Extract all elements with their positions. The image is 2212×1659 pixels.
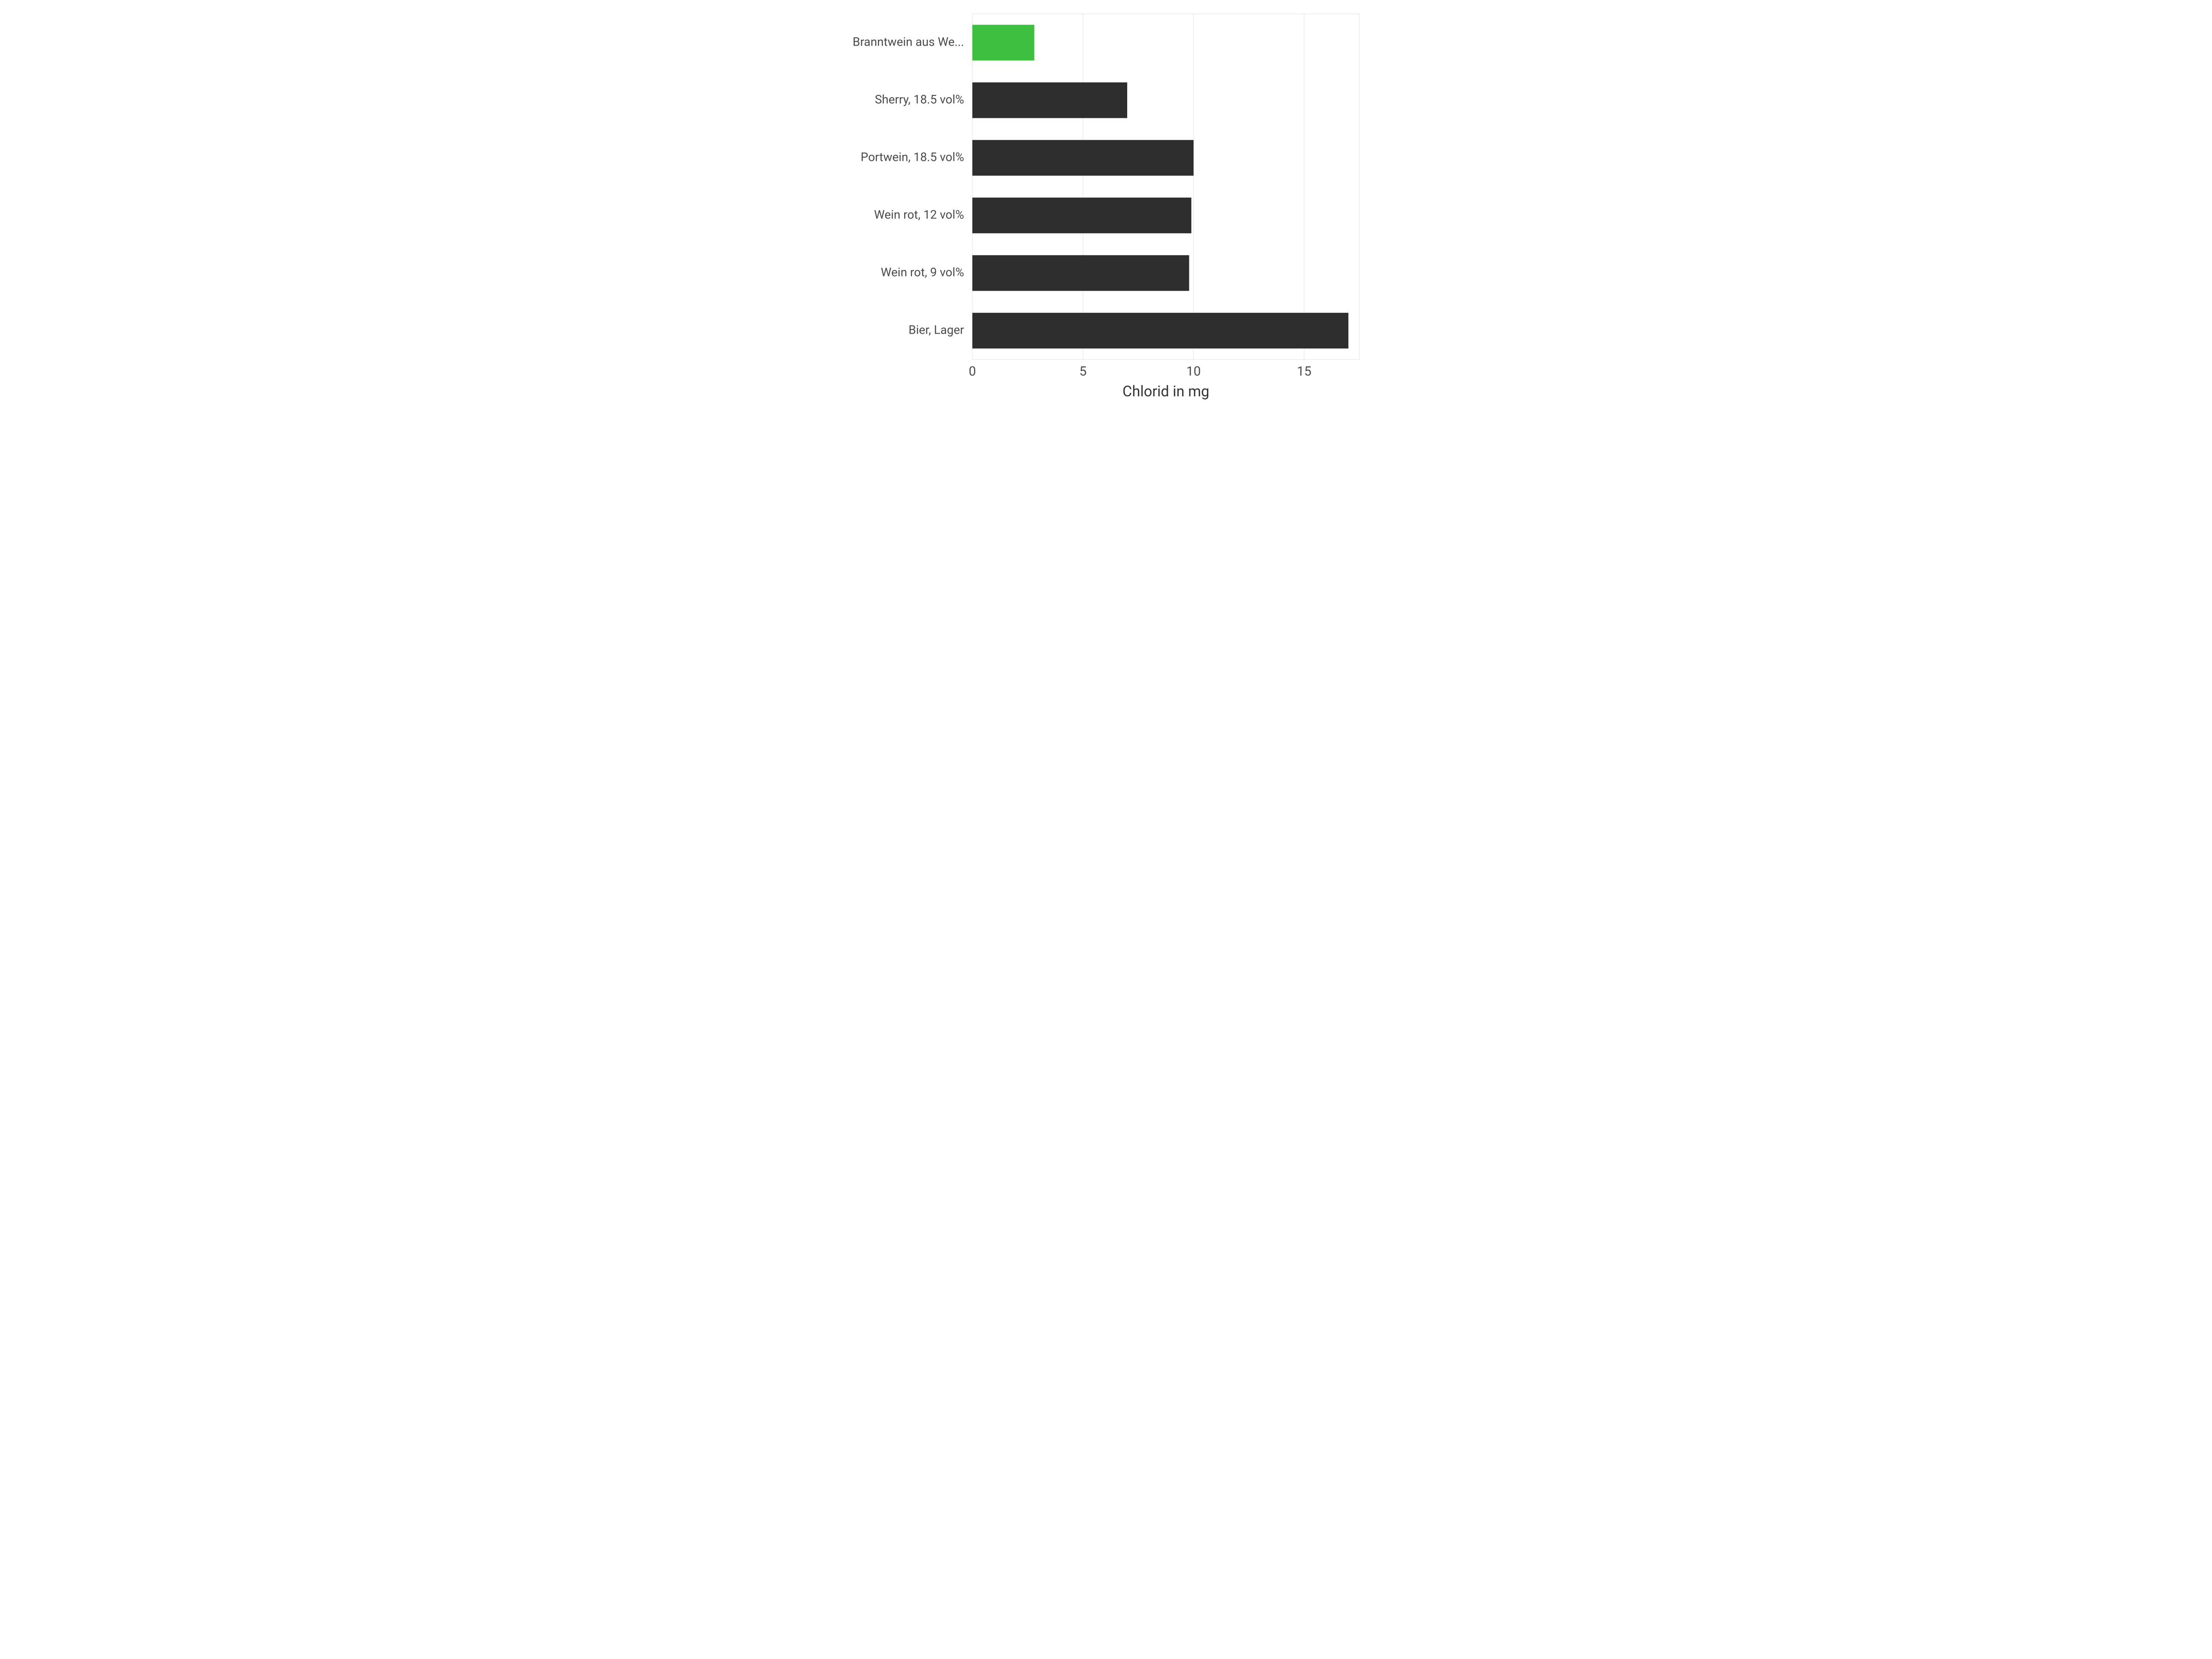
x-tick-label: 5 — [1079, 364, 1087, 379]
chlorid-bar-chart: 0 5 10 15 Branntwein aus We... Sherry, 18.5 v… — [830, 0, 1382, 415]
bar — [972, 198, 1191, 234]
x-tick-label: 15 — [1297, 364, 1311, 379]
bar — [972, 313, 1348, 349]
y-category-label: Portwein, 18.5 vol% — [861, 150, 964, 164]
gridlines — [972, 14, 1359, 359]
x-axis-title: Chlorid in mg — [1123, 382, 1210, 400]
y-category-label: Branntwein aus We... — [853, 35, 964, 49]
chart-svg: 0 5 10 15 Branntwein aus We... Sherry, 18.5 v… — [830, 0, 1382, 415]
bar — [972, 140, 1194, 176]
y-category-label: Bier, Lager — [909, 323, 965, 337]
y-category-label: Sherry, 18.5 vol% — [875, 93, 964, 106]
x-tick-label: 0 — [969, 364, 976, 379]
y-category-label: Wein rot, 9 vol% — [881, 265, 964, 279]
y-category-label: Wein rot, 12 vol% — [874, 208, 964, 222]
bar — [972, 255, 1189, 291]
x-tick-label: 10 — [1186, 364, 1200, 379]
bar — [972, 25, 1034, 61]
bar — [972, 82, 1127, 118]
